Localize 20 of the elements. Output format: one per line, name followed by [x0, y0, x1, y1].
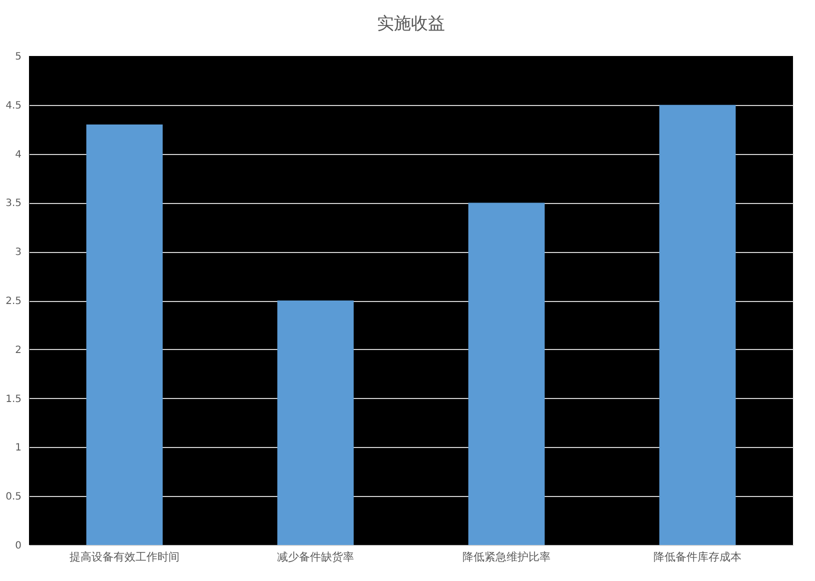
bar [468, 202, 545, 545]
y-tick-label: 2.5 [6, 296, 22, 307]
y-tick-label: 3.5 [6, 198, 22, 210]
chart-title: 实施收益 [377, 14, 445, 34]
y-tick-label: 1 [15, 442, 22, 454]
y-tick-label: 3 [15, 247, 22, 258]
y-tick-label: 4.5 [6, 100, 22, 112]
x-tick-label: 降低备件库存成本 [654, 550, 742, 564]
x-tick-label: 降低紧急维护比率 [462, 550, 550, 564]
y-tick-label: 0.5 [6, 492, 22, 503]
bar [659, 104, 736, 545]
y-tick-label: 4 [15, 149, 22, 160]
y-tick-label: 5 [15, 52, 22, 62]
y-tick-label: 2 [15, 344, 22, 356]
bar [277, 300, 354, 545]
bar [86, 124, 163, 545]
y-tick-label: 1.5 [6, 394, 22, 405]
x-tick-label: 提高设备有效工作时间 [70, 550, 180, 564]
x-tick-label: 减少备件缺货率 [277, 550, 354, 564]
y-tick-label: 0 [15, 540, 22, 552]
